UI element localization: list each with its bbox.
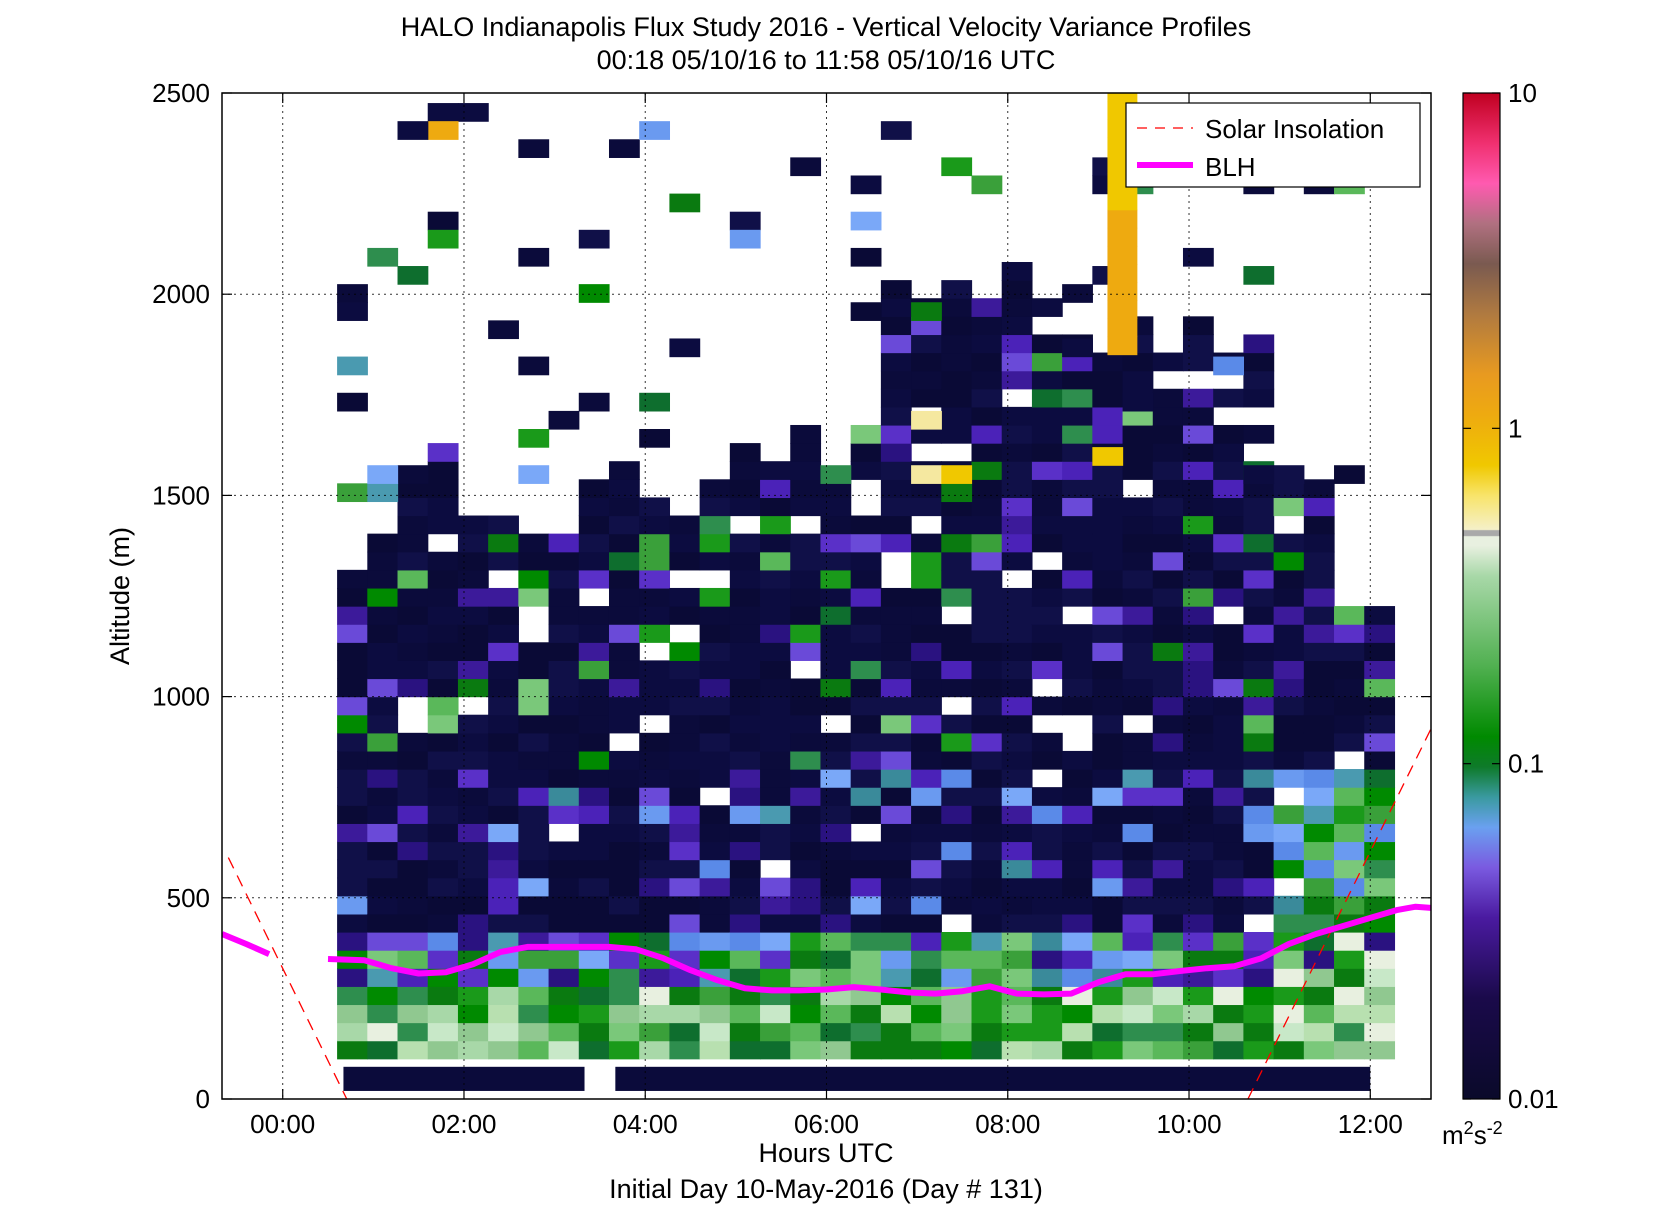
colorbar: 0.01 0.1 1 10 m2s-2 [1442, 78, 1559, 1150]
chart-title: HALO Indianapolis Flux Study 2016 - Vert… [401, 12, 1251, 42]
x-tick-label: 04:00 [613, 1109, 678, 1139]
x-axis-label: Hours UTC [758, 1138, 893, 1168]
colorbar-units: m2s-2 [1442, 1118, 1503, 1150]
x-tick-label: 02:00 [431, 1109, 496, 1139]
legend-box [1125, 102, 1421, 188]
solar-insolation-line-1 [1247, 728, 1431, 1099]
x-axis-sublabel: Initial Day 10-May-2016 (Day # 131) [609, 1174, 1043, 1204]
legend-solar-label: Solar Insolation [1205, 114, 1384, 144]
x-tick-label: 10:00 [1156, 1109, 1221, 1139]
colorbar-tick-label: 1 [1508, 413, 1522, 443]
y-tick-label: 1500 [152, 480, 210, 510]
colorbar-tick-label: 10 [1508, 78, 1537, 108]
colorbar-scale [1462, 92, 1501, 1100]
y-tick-label: 2500 [152, 78, 210, 108]
y-tick-label: 2000 [152, 279, 210, 309]
x-tick-label: 00:00 [250, 1109, 315, 1139]
y-axis-label: Altitude (m) [105, 527, 135, 665]
chart-subtitle: 00:18 05/10/16 to 11:58 05/10/16 UTC [597, 45, 1056, 75]
y-tick-label: 0 [196, 1084, 210, 1114]
x-tick-label: 06:00 [794, 1109, 859, 1139]
overlay-lines [222, 728, 1431, 1099]
y-tick-label: 500 [167, 883, 210, 913]
x-tick-label: 12:00 [1338, 1109, 1403, 1139]
legend-blh-label: BLH [1205, 152, 1256, 182]
blh-line-1 [327, 903, 1431, 998]
colorbar-tick-label: 0.1 [1508, 749, 1544, 779]
blh-line-0 [222, 931, 271, 957]
heatmap-cells [337, 93, 1396, 1091]
y-tick-label: 1000 [152, 682, 210, 712]
x-tick-label: 08:00 [975, 1109, 1040, 1139]
axis-tick-labels: 00:00 02:00 04:00 06:00 08:00 10:00 12:00 0 500 1… [152, 78, 1403, 1139]
colorbar-tick-label: 0.01 [1508, 1084, 1559, 1114]
axis-ticks [222, 92, 1431, 1100]
solar-insolation-line-0 [227, 857, 348, 1099]
legend: Solar Insolation BLH [1125, 102, 1421, 188]
